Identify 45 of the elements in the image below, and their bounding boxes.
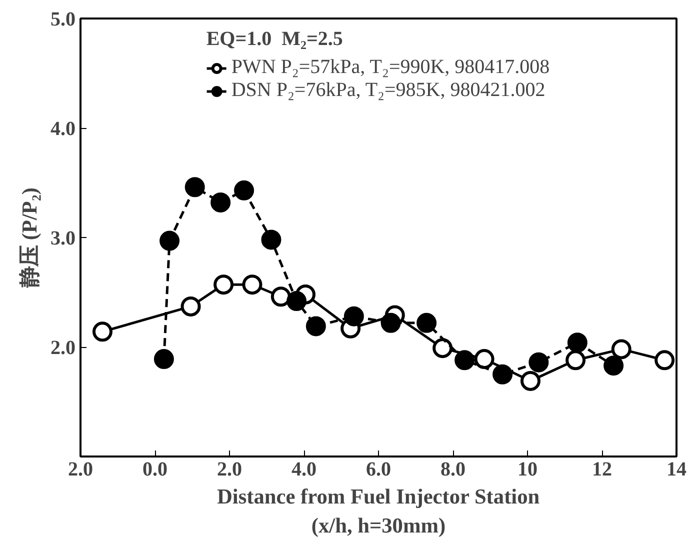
point [492, 364, 513, 384]
x-tick-label: 2.0 [68, 458, 93, 480]
x-tick-label: 2.0 [217, 458, 242, 480]
point [454, 350, 475, 370]
x-tick-label: 8.0 [440, 458, 466, 480]
point [432, 338, 453, 358]
legend-label: DSN P₂=76kPa, T₂=985K, 980421.002 [231, 79, 546, 102]
point [210, 192, 231, 212]
point [416, 312, 437, 333]
point [261, 230, 282, 250]
legend-title: EQ=1.0 M₂=2.5 [206, 28, 344, 51]
x-tick-label: 10 [518, 458, 538, 480]
x-axis-title: Distance from Fuel Injector Station (x/h, h=30mm) [216, 484, 540, 538]
y-tick-label: 4.0 [50, 118, 76, 140]
point [567, 332, 588, 353]
x-tick-label: 4.0 [292, 458, 316, 480]
point [474, 349, 494, 370]
point [234, 180, 254, 200]
point [214, 274, 234, 295]
point [242, 274, 262, 295]
point [270, 286, 291, 307]
y-axis-title: 静压 (P/P₂) [18, 188, 42, 288]
y-tick-label: 3.0 [50, 228, 76, 250]
point [92, 322, 112, 342]
point [604, 356, 624, 376]
y-tick-label: 5.0 [50, 8, 76, 30]
point [180, 296, 201, 316]
point [566, 350, 586, 370]
point [344, 306, 364, 326]
point [528, 352, 549, 372]
x-tick-label: 6.0 [366, 458, 391, 480]
point [154, 349, 174, 370]
x-tick-label: 14 [666, 458, 686, 480]
point [306, 316, 326, 336]
point [380, 312, 401, 333]
point [654, 350, 675, 370]
legend-label: PWN P₂=57kPa, T₂=990K, 980417.008 [231, 56, 550, 79]
point [520, 370, 540, 391]
point [160, 230, 180, 251]
point [184, 177, 205, 198]
point [286, 291, 307, 311]
x-tick-label: 0.0 [142, 458, 168, 480]
x-tick-label: 12 [592, 458, 612, 480]
y-tick-label: 2.0 [50, 337, 76, 359]
point [611, 339, 632, 360]
